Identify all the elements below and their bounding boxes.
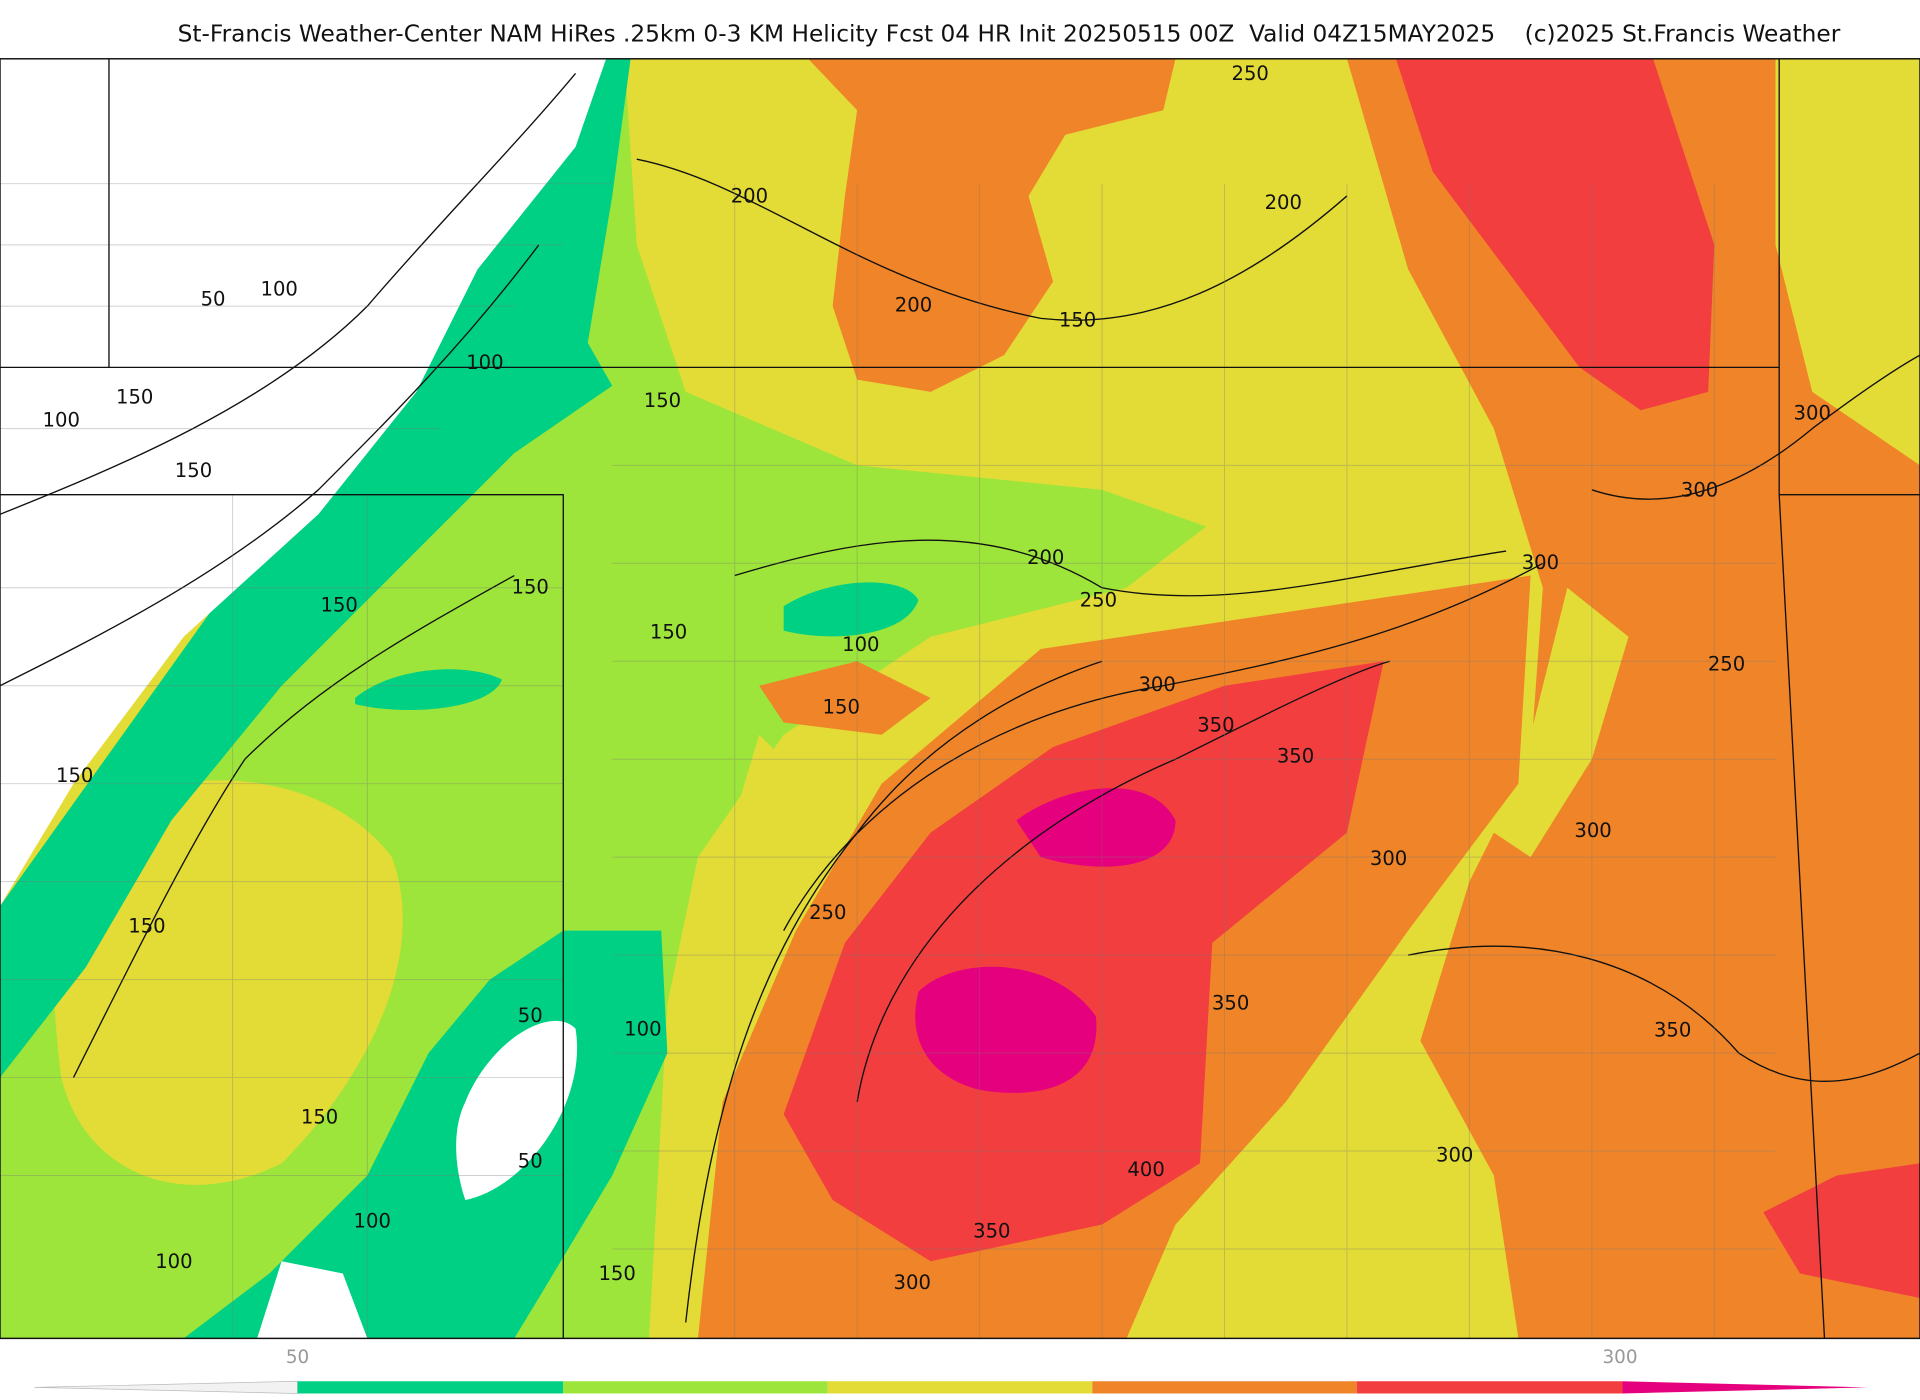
contour-label: 150 — [56, 764, 93, 787]
field-yellow-west — [53, 780, 403, 1185]
contour-label: 300 — [1574, 819, 1611, 842]
contour-labels: 250 200 200 200 150 50 100 100 150 100 150 150 300 30… — [43, 62, 1831, 1294]
contour-label: 200 — [1027, 546, 1064, 569]
contour-label: 350 — [973, 1219, 1010, 1242]
field-orange-north — [808, 58, 1176, 392]
contour-label: 150 — [650, 621, 687, 644]
field-orange-east — [1346, 58, 1920, 1339]
contour-label: 100 — [43, 409, 80, 432]
contour-label: 150 — [175, 459, 212, 482]
field-red-southeast — [1763, 1163, 1920, 1298]
field-green-west — [0, 58, 631, 1078]
contour-label: 300 — [1138, 673, 1175, 696]
field-yellow-east — [1493, 58, 1920, 858]
contour-label: 300 — [1436, 1143, 1473, 1166]
contour-label: 250 — [1232, 62, 1269, 85]
contour-label: 100 — [260, 278, 297, 301]
field-red-central — [783, 661, 1384, 1262]
contour-label: 300 — [1522, 551, 1559, 574]
contour-label: 150 — [823, 695, 860, 718]
field-magenta — [915, 788, 1176, 1093]
colorbar-segment — [827, 1381, 1093, 1394]
colorbar-label: 50 — [286, 1347, 309, 1368]
map: 250 200 200 200 150 50 100 100 150 100 150 150 300 30… — [0, 58, 1920, 1340]
contour-label: 150 — [598, 1262, 635, 1285]
contour-label: 100 — [624, 1017, 661, 1040]
title: St-Francis Weather-Center NAM HiRes .25k… — [178, 21, 1841, 48]
contour-label: 50 — [201, 288, 226, 311]
colorbar-label: 300 — [1602, 1347, 1637, 1368]
colorbar: 50 300 — [34, 1347, 1868, 1394]
contour-label: 100 — [155, 1250, 192, 1273]
contour-label: 150 — [301, 1105, 338, 1128]
contour-label: 350 — [1654, 1019, 1691, 1042]
contour-label: 100 — [842, 633, 879, 656]
contour-label: 150 — [644, 389, 681, 412]
contour-label: 200 — [731, 185, 768, 208]
contour-label: 300 — [1681, 479, 1718, 502]
contour-label: 350 — [1197, 714, 1234, 737]
contour-label: 150 — [512, 575, 549, 598]
field-green-blob — [355, 582, 919, 711]
contour-label: 150 — [128, 914, 165, 937]
contour-label: 200 — [1265, 191, 1302, 214]
contour-label: 300 — [894, 1271, 931, 1294]
contour-label: 100 — [354, 1210, 391, 1233]
contour-label: 150 — [116, 385, 153, 408]
contour-label: 300 — [1794, 401, 1831, 424]
colorbar-segment — [563, 1381, 828, 1394]
contour-label: 50 — [518, 1004, 543, 1027]
contour-label: 400 — [1127, 1158, 1164, 1181]
field-yellow-strip — [648, 734, 809, 1339]
contour-label: 250 — [1708, 652, 1745, 675]
contour-label: 50 — [518, 1150, 543, 1173]
contour-label: 250 — [1080, 589, 1117, 612]
contour-label: 300 — [1370, 847, 1407, 870]
contour-label: 100 — [466, 351, 503, 374]
contour-label: 150 — [320, 594, 357, 617]
contour-label: 150 — [1059, 308, 1096, 331]
contour-label: 250 — [809, 901, 846, 924]
field-white — [0, 58, 607, 1339]
contour-label: 350 — [1277, 744, 1314, 767]
contour-label: 350 — [1212, 992, 1249, 1015]
field-red-north — [1395, 58, 1715, 411]
contour-label: 200 — [895, 294, 932, 317]
boundaries — [0, 58, 1920, 1339]
colorbar-high-end — [1622, 1381, 1868, 1394]
colorbar-segment — [1356, 1381, 1623, 1394]
colorbar-segment — [1092, 1381, 1357, 1394]
map-frame — [0, 58, 1920, 1340]
contours — [0, 73, 1920, 1323]
colorbar-low-end — [34, 1380, 298, 1394]
colorbar-segment — [297, 1381, 564, 1394]
